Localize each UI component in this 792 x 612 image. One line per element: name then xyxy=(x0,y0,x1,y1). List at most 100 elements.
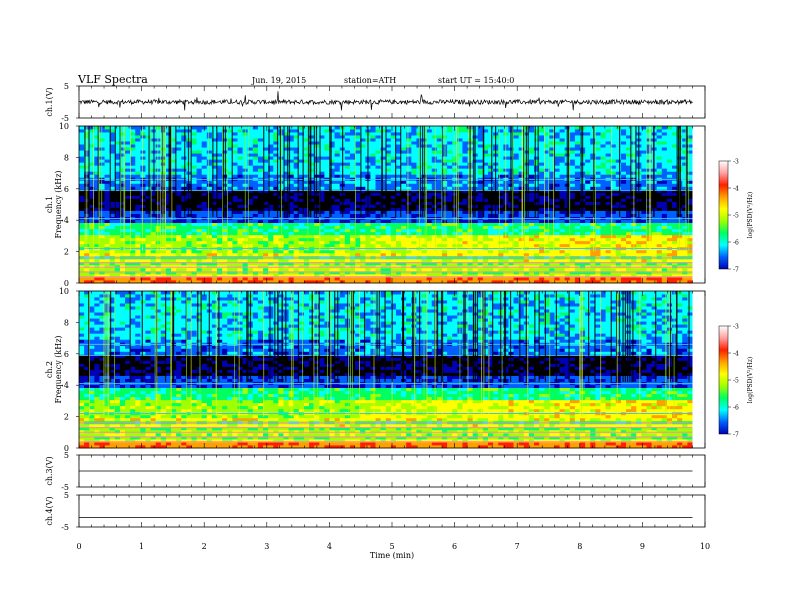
ch1-spectrogram-cell xyxy=(493,225,499,230)
ch1-spectrogram-cell xyxy=(406,165,412,169)
ch1-spectrogram-cell xyxy=(283,276,290,281)
ch1-spectrogram-cell xyxy=(355,243,361,248)
ch1-spectrogram-cell xyxy=(191,162,197,166)
ch1-spectrogram-cell xyxy=(559,267,566,272)
ch1-spectrogram-cell xyxy=(666,249,673,254)
ch1-spectrogram-cell xyxy=(247,252,254,257)
ch1-spectrogram-cell xyxy=(181,192,187,196)
ch1-spectrogram-cell xyxy=(206,225,213,230)
ch1-spectrogram-cell xyxy=(508,225,514,230)
ch1-spectrogram-cell xyxy=(247,279,254,284)
ch1-spectrogram-cell xyxy=(574,234,581,239)
ch1-spectrogram-cell xyxy=(360,264,366,269)
ch1-spectrogram-cell xyxy=(355,273,361,278)
ch1-spectrogram-cell xyxy=(79,198,85,202)
ch1-spectrogram-cell xyxy=(508,264,514,269)
ch1-spectrogram-cell xyxy=(641,219,647,224)
ch1-spectrogram-cell xyxy=(217,243,223,248)
ch1-spectrogram-cell xyxy=(99,162,105,166)
ch1-spectrogram-cell xyxy=(411,210,417,214)
ch1-spectrogram-cell xyxy=(227,195,233,199)
ch1-spectrogram-cell xyxy=(160,186,167,190)
ch1-spectrogram-cell xyxy=(590,192,596,196)
ch1-spectrogram-cell xyxy=(641,243,647,248)
ch1-spectrogram-cell xyxy=(411,261,417,266)
ch1-spectrogram-cell xyxy=(375,231,382,236)
ch1-spectrogram-cell xyxy=(682,276,688,281)
ch1-spectrogram-cell xyxy=(605,258,612,263)
ch1-spectrogram-cell xyxy=(181,231,187,236)
ch1-spectrogram-cell xyxy=(651,225,658,230)
ch1-spectrogram-cell xyxy=(493,279,499,284)
ch1-spectrogram-cell xyxy=(518,261,525,266)
ch1-spectrogram-cell xyxy=(508,276,514,281)
ch1-spectrogram-cell xyxy=(426,249,433,254)
ch1-spectrogram-cell xyxy=(390,243,397,248)
ch1-spectrogram-cell xyxy=(201,162,208,166)
ch1-spectrogram-cell xyxy=(385,273,392,278)
ch1-spectrogram-cell xyxy=(217,207,223,211)
ch1-spectrogram-cell xyxy=(125,270,131,275)
ch1-spectrogram-cell xyxy=(666,174,673,178)
ch1-spectrogram-cell xyxy=(380,234,387,239)
ch1-spectrogram-cell xyxy=(145,159,151,163)
ch1-spectrogram-cell xyxy=(523,267,530,272)
ch1-spectrogram-cell xyxy=(431,171,438,175)
ch1-spectrogram-cell xyxy=(580,261,586,266)
ch1-spectrogram-cell xyxy=(196,198,203,202)
ch1-spectrogram-cell xyxy=(441,270,448,275)
ch1-spectrogram-cell xyxy=(380,273,387,278)
ch1-spectrogram-cell xyxy=(227,219,233,224)
ch1-spectrogram-cell xyxy=(232,189,238,193)
ch1-spectrogram-cell xyxy=(620,279,627,284)
ch1-spectrogram-cell xyxy=(329,237,336,242)
ch1-spectrogram-cell xyxy=(406,207,412,211)
ch1-spectrogram-cell xyxy=(559,189,566,193)
ch1-spectrogram-cell xyxy=(626,189,632,193)
ch1-spectrogram-cell xyxy=(564,234,571,239)
ch1-spectrogram-cell xyxy=(395,201,402,205)
ch1-spectrogram-cell xyxy=(160,249,167,254)
ch1-spectrogram-cell xyxy=(544,249,550,254)
ch1-spectrogram-cell xyxy=(293,213,300,217)
ch1-spectrogram-cell xyxy=(119,168,126,172)
ch1-spectrogram-cell xyxy=(467,228,474,233)
ch1-spectrogram-cell xyxy=(380,189,387,193)
ch1-spectrogram-cell xyxy=(191,228,197,233)
ch1-spectrogram-cell xyxy=(206,267,213,272)
ch1-spectrogram-cell xyxy=(395,195,402,199)
ch1-spectrogram-cell xyxy=(273,195,279,199)
ch1-spectrogram-cell xyxy=(293,273,300,278)
ch1-spectrogram-cell xyxy=(554,168,560,172)
ch1-spectrogram-cell xyxy=(339,243,346,248)
ch1-spectrogram-cell xyxy=(125,186,131,190)
ch1-spectrogram-cell xyxy=(355,207,361,211)
ch1-spectrogram-cell xyxy=(487,222,494,227)
ch1-spectrogram-cell xyxy=(646,261,652,266)
ch1-spectrogram-cell xyxy=(314,273,320,278)
ch1-spectrogram-cell xyxy=(365,279,371,284)
ch1-spectrogram-cell xyxy=(114,240,121,245)
ch1-spectrogram-cell xyxy=(682,171,688,175)
ch1-spectrogram-cell xyxy=(559,258,566,263)
ch1-spectrogram-cell xyxy=(283,267,290,272)
ch1-spectrogram-cell xyxy=(349,219,356,224)
ch1-spectrogram-cell xyxy=(309,249,315,254)
ch1-spectrogram-cell xyxy=(319,180,325,184)
ch1-spectrogram-cell xyxy=(227,225,233,230)
ch1-spectrogram-cell xyxy=(211,261,218,266)
ch1-spectrogram-cell xyxy=(528,279,535,284)
ch1-spectrogram-cell xyxy=(615,267,622,272)
ch1-spectrogram-cell xyxy=(247,207,254,211)
ch1-spectrogram-cell xyxy=(610,237,617,242)
ch1-spectrogram-cell xyxy=(672,258,678,263)
ch1-spectrogram-cell xyxy=(656,258,663,263)
ch1-spectrogram-cell xyxy=(666,183,673,187)
ch1-spectrogram-cell xyxy=(237,258,243,263)
ch1-spectrogram-cell xyxy=(314,228,320,233)
ch1-spectrogram-cell xyxy=(344,273,351,278)
ch1-spectrogram-cell xyxy=(395,192,402,196)
ch1-spectrogram-cell xyxy=(421,258,428,263)
ch1-spectrogram-cell xyxy=(661,186,668,190)
ch1-spectrogram-cell xyxy=(268,195,274,199)
